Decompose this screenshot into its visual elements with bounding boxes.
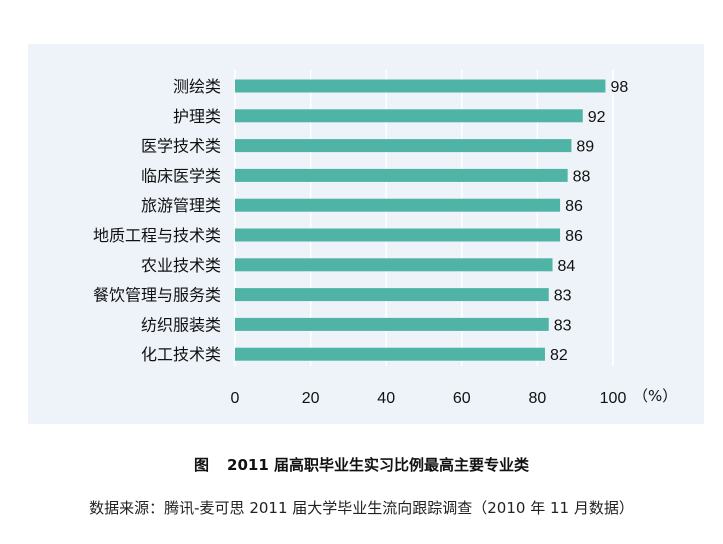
bar: [235, 109, 583, 123]
bar: [235, 258, 553, 272]
bar: [235, 347, 545, 361]
bar: [235, 288, 549, 302]
category-label: 旅游管理类: [141, 196, 221, 215]
value-label: 92: [588, 109, 606, 126]
x-tick-label: 60: [453, 390, 471, 407]
category-label: 地质工程与技术类: [93, 226, 221, 245]
x-axis-unit: （%）: [633, 387, 677, 405]
category-label: 护理类: [173, 107, 221, 126]
figure-caption: 图 2011 届高职毕业生实习比例最高主要专业类: [0, 454, 723, 475]
value-label: 86: [565, 228, 583, 245]
figure-label: 图: [194, 456, 210, 474]
value-label: 83: [554, 317, 572, 334]
value-label: 89: [576, 139, 594, 156]
category-label: 餐饮管理与服务类: [93, 286, 221, 305]
value-label: 82: [550, 347, 568, 364]
figure-title: 2011 届高职毕业生实习比例最高主要专业类: [227, 456, 529, 474]
category-label: 医学技术类: [141, 137, 221, 156]
category-label: 测绘类: [173, 77, 221, 96]
category-labels: 测绘类护理类医学技术类临床医学类旅游管理类地质工程与技术类农业技术类餐饮管理与服…: [93, 77, 221, 364]
bar: [235, 228, 561, 242]
value-label: 83: [554, 288, 572, 305]
chart-panel: 测绘类护理类医学技术类临床医学类旅游管理类地质工程与技术类农业技术类餐饮管理与服…: [28, 44, 704, 424]
bar: [235, 198, 561, 212]
bar: [235, 139, 572, 153]
x-axis-ticks: 0 20 40 60 80 100: [231, 390, 627, 407]
bar: [235, 317, 549, 331]
category-label: 临床医学类: [141, 166, 221, 185]
value-label: 86: [565, 198, 583, 215]
bar-chart: 测绘类护理类医学技术类临床医学类旅游管理类地质工程与技术类农业技术类餐饮管理与服…: [93, 70, 677, 407]
bars: [235, 79, 606, 361]
data-source-note: 数据来源：腾讯-麦可思 2011 届大学毕业生流向跟踪调查（2010 年 11 …: [89, 499, 634, 517]
x-tick-label: 40: [377, 390, 395, 407]
x-tick-label: 20: [302, 390, 320, 407]
category-label: 纺织服装类: [141, 315, 221, 334]
bar: [235, 79, 606, 93]
value-label: 88: [573, 168, 591, 185]
bar: [235, 168, 568, 182]
category-label: 农业技术类: [141, 256, 221, 275]
x-tick-label: 0: [231, 390, 240, 407]
value-label: 98: [610, 79, 628, 96]
value-label: 84: [558, 258, 576, 275]
x-tick-label: 100: [600, 390, 627, 407]
x-tick-label: 80: [529, 390, 547, 407]
category-label: 化工技术类: [141, 345, 221, 364]
